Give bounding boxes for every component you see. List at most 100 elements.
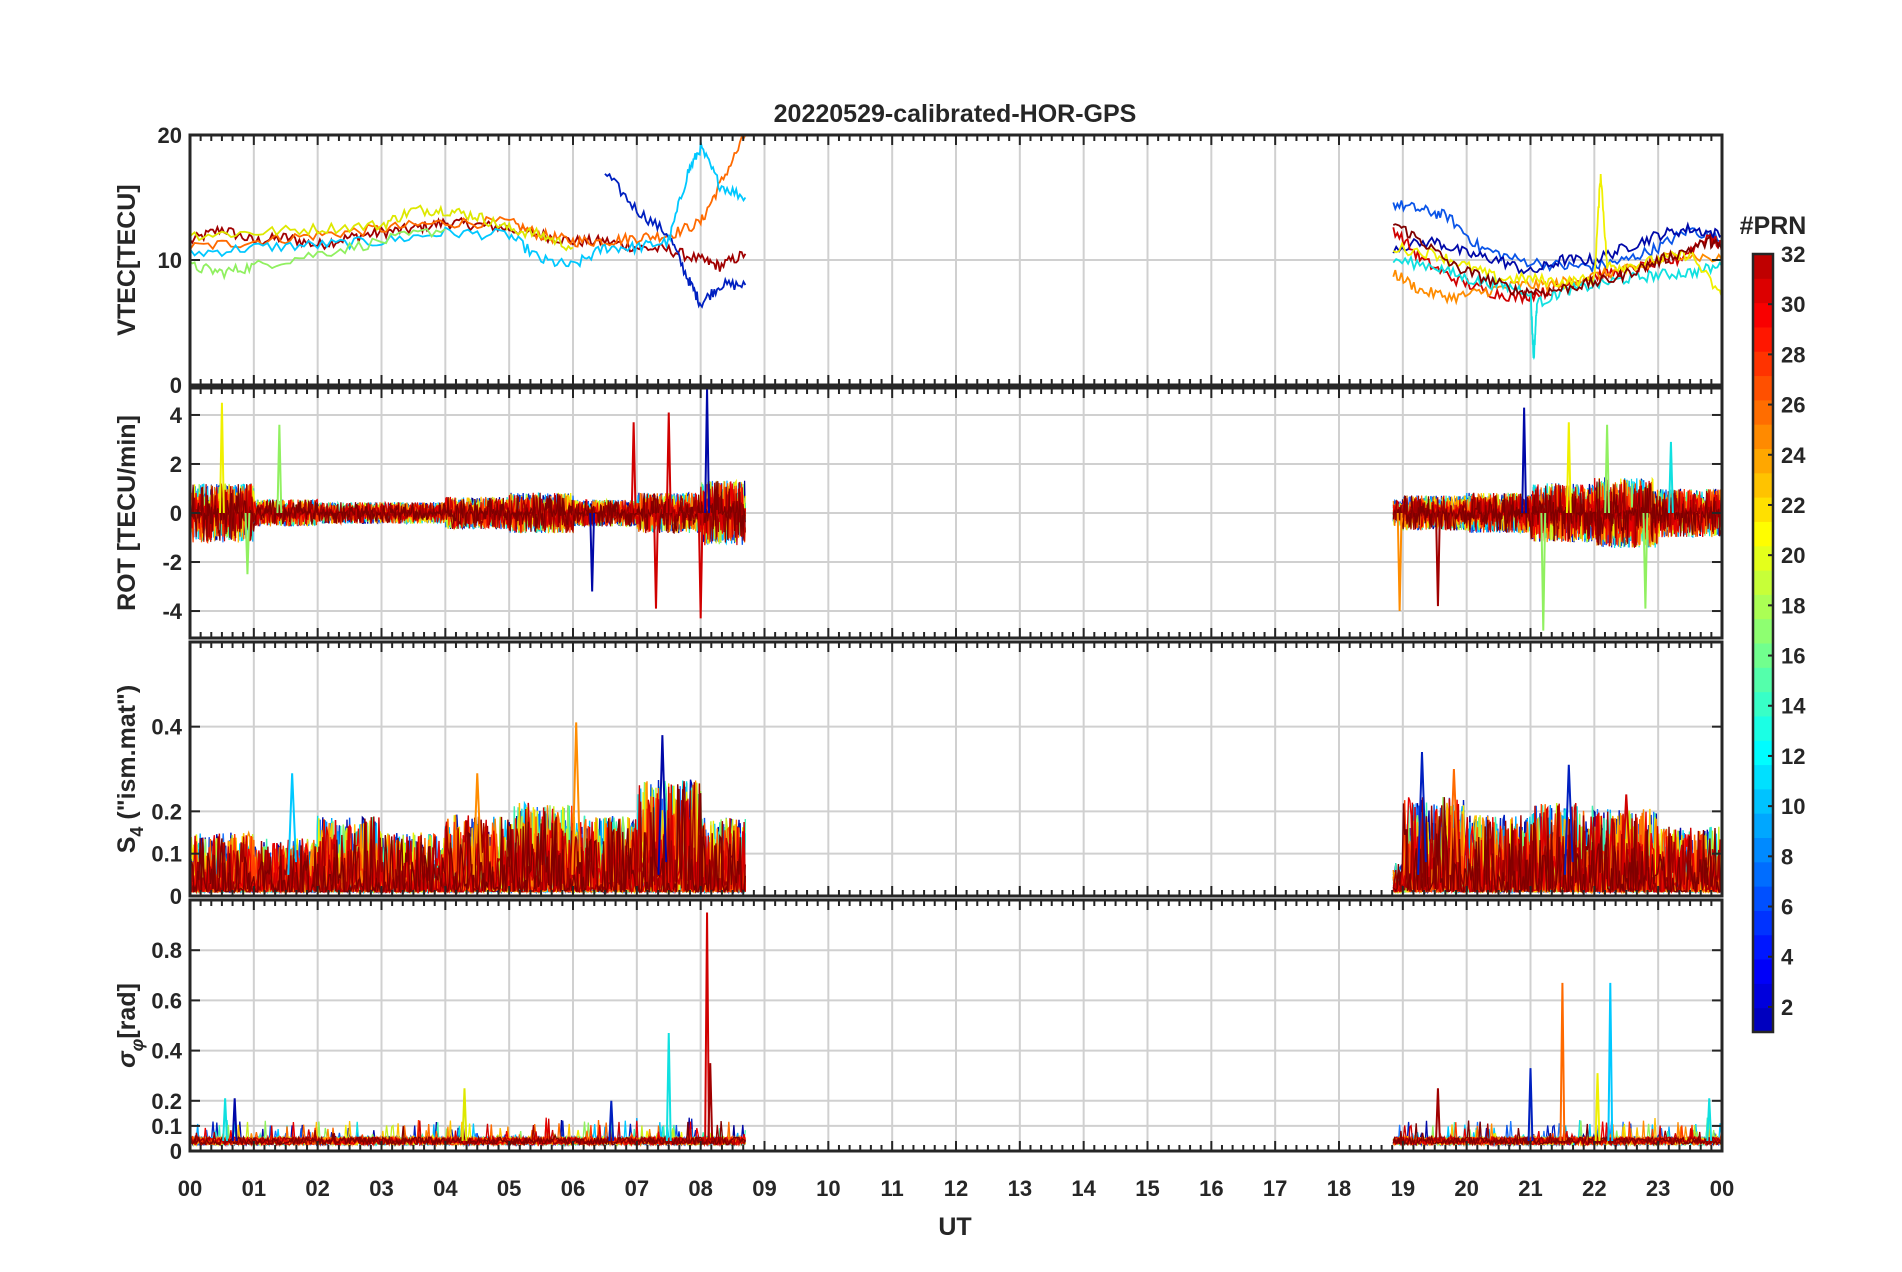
colorbar-segment [1753, 570, 1773, 595]
colorbar-segment [1753, 278, 1773, 304]
rot-spike-13 [1604, 424, 1611, 514]
panel-s4: 0 0.1 0.2 0.4S4 ("ism.mat") [113, 640, 1724, 909]
colorbar-segment [1753, 472, 1773, 498]
rot-spike-16 [1435, 512, 1441, 607]
x-tick-label: 01 [242, 1176, 266, 1201]
y-tick-label: 0.4 [151, 715, 182, 740]
y-tick-label: 0 [170, 1139, 182, 1164]
rot-spike-0 [219, 402, 225, 514]
colorbar-tick-label: 28 [1781, 342, 1805, 367]
colorbar-tick-label: 12 [1781, 744, 1805, 769]
s4-peak-3 [1449, 768, 1459, 875]
sigma-peak-11 [1594, 1073, 1601, 1141]
colorbar-segment [1753, 740, 1773, 766]
colorbar-segment [1753, 837, 1773, 863]
colorbar-segment [1753, 545, 1773, 571]
rot-spike-1 [276, 424, 283, 514]
colorbar-tick-label: 4 [1781, 945, 1794, 970]
rot-spike-12 [1565, 422, 1572, 514]
colorbar-segment [1753, 959, 1773, 984]
series-prn-32 [1392, 223, 1722, 300]
colorbar-segment [1753, 691, 1773, 717]
series-prn-17 [190, 228, 446, 281]
y-tick-label: 0.4 [151, 1039, 182, 1064]
series-rot [190, 388, 1722, 631]
panel-sigma_phi: 00.10.2 0.4 0.6 0.8σφ[rad] [113, 898, 1724, 1164]
y-tick-label: 0.8 [151, 938, 182, 963]
colorbar-tick-label: 26 [1781, 393, 1805, 418]
s4-peak-1 [657, 735, 668, 875]
colorbar-segment [1753, 934, 1773, 960]
colorbar-label: #PRN [1740, 212, 1807, 240]
colorbar-segment [1753, 594, 1773, 620]
x-tick-label: 09 [752, 1176, 776, 1201]
x-tick-label: 10 [816, 1176, 840, 1201]
panel-rot: -4 -2 0 2 4 ROT [TECU/min] [113, 386, 1724, 640]
x-tick-label: 21 [1518, 1176, 1542, 1201]
colorbar-segment [1753, 667, 1773, 693]
sigma-peak-4 [461, 1088, 468, 1141]
colorbar-segment [1753, 302, 1773, 328]
x-tick-label: 17 [1263, 1176, 1287, 1201]
x-ticks-rot [189, 388, 1723, 638]
x-tick-label: 08 [688, 1176, 712, 1201]
colorbar-tick-label: 20 [1781, 543, 1805, 568]
rot-spike-10 [1521, 407, 1528, 514]
x-tick-label: 03 [369, 1176, 393, 1201]
colorbar-tick-label: 10 [1781, 794, 1805, 819]
series-s4 [190, 722, 1722, 895]
x-tick-label: 06 [561, 1176, 585, 1201]
colorbar-segment [1753, 1007, 1773, 1033]
y-tick-label: 20 [158, 123, 182, 148]
sigma-peak-10 [1607, 982, 1614, 1141]
sigma-peak-0 [704, 912, 710, 1141]
x-tick-label: 13 [1008, 1176, 1032, 1201]
series-prn-13 [1392, 254, 1722, 361]
x-tick-labels: 00 01 02 03 04 05 06 07 08 09 10 11 12 13 14 15 16 17 18 19… [178, 1176, 1734, 1201]
series-prn-11 [190, 141, 747, 269]
colorbar-tick-label: 30 [1781, 292, 1805, 317]
y-tick-label: 0.1 [151, 842, 182, 867]
colorbar-frame [1751, 252, 1775, 1034]
x-axis-label: UT [938, 1213, 971, 1241]
sigma-series-19 [190, 1120, 1722, 1147]
colorbar-segment [1753, 813, 1773, 838]
series-sigma_phi [190, 912, 1722, 1148]
colorbar-tick-label: 6 [1781, 895, 1793, 920]
sigma-peak-5 [222, 1098, 229, 1142]
x-tick-label: 04 [433, 1176, 458, 1201]
y-axis-label-sigma_phi: σφ[rad] [113, 983, 147, 1068]
rot-spike-3 [630, 422, 637, 514]
rot-spike-15 [1668, 441, 1674, 514]
rot-spike-11 [1540, 512, 1547, 631]
x-tick-label: 11 [881, 1176, 904, 1201]
sigma-peak-7 [1435, 1088, 1441, 1141]
rot-spike-8 [589, 512, 596, 592]
colorbar-segment [1753, 399, 1773, 425]
chart-title: 20220529-calibrated-HOR-GPS [774, 100, 1137, 128]
colorbar-tick-label: 8 [1781, 844, 1793, 869]
s4-peak-2 [1417, 752, 1427, 875]
y-tick-label: 0 [170, 501, 182, 526]
x-tick-label: 00 [178, 1176, 202, 1201]
rot-spike-9 [1396, 512, 1403, 612]
y-tick-label: 0.1 [151, 1114, 182, 1139]
y-tick-label: 0.2 [151, 799, 182, 824]
x-tick-label: 23 [1646, 1176, 1670, 1201]
colorbar-segment [1753, 497, 1773, 522]
rot-spike-5 [704, 388, 710, 514]
x-tick-label: 19 [1391, 1176, 1415, 1201]
x-tick-label: 12 [944, 1176, 968, 1201]
colorbar-segment [1753, 643, 1773, 668]
rot-spike-2 [244, 512, 251, 575]
x-tick-label: 20 [1454, 1176, 1478, 1201]
sigma-peak-3 [608, 1100, 615, 1142]
colorbar-segment [1753, 424, 1773, 449]
colorbar-tick-label: 24 [1781, 443, 1806, 468]
colorbar-tick-label: 32 [1781, 242, 1805, 267]
x-tick-label: 15 [1135, 1176, 1159, 1201]
y-axis-label-rot: ROT [TECU/min] [113, 415, 141, 611]
s4-peak-7 [1621, 794, 1632, 875]
